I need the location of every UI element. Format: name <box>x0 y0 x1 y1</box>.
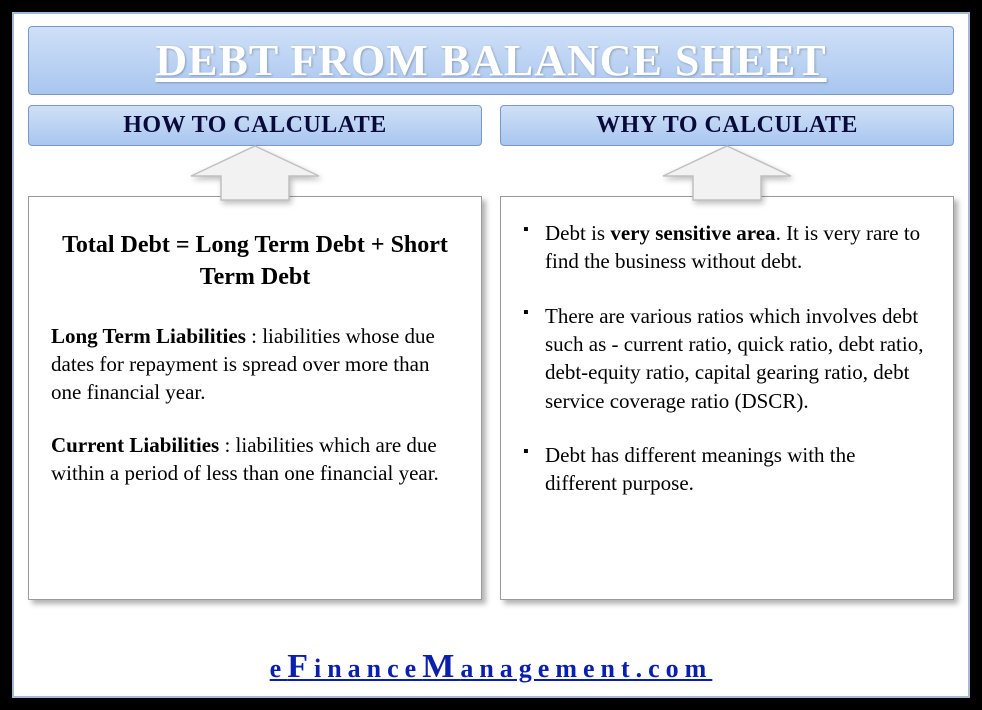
main-frame: DEBT FROM BALANCE SHEET HOW TO CALCULATE… <box>12 12 970 698</box>
columns: HOW TO CALCULATE Total Debt = Long Term … <box>14 105 968 600</box>
footer-inance: inance <box>314 654 422 683</box>
def1-label: Long Term Liabilities <box>51 324 246 348</box>
definition-long-term: Long Term Liabilities : liabilities whos… <box>51 322 459 407</box>
definition-current: Current Liabilities : liabilities which … <box>51 431 459 488</box>
page-title: DEBT FROM BALANCE SHEET <box>155 36 826 85</box>
b1-bold: very sensitive area <box>610 221 775 245</box>
formula: Total Debt = Long Term Debt + Short Term… <box>51 229 459 294</box>
up-arrow-icon <box>185 144 325 202</box>
footer-e: e <box>270 654 288 683</box>
right-header: WHY TO CALCULATE <box>500 105 954 146</box>
bullet-item: There are various ratios which involves … <box>523 302 931 415</box>
footer-M: M <box>422 648 460 685</box>
title-bar: DEBT FROM BALANCE SHEET <box>28 26 954 95</box>
up-arrow-icon <box>657 144 797 202</box>
left-header: HOW TO CALCULATE <box>28 105 482 146</box>
right-content-box: Debt is very sensitive area. It is very … <box>500 196 954 600</box>
b1-pre: Debt is <box>545 221 610 245</box>
left-column: HOW TO CALCULATE Total Debt = Long Term … <box>28 105 482 600</box>
footer-brand: eFinanceManagement.com <box>14 648 968 686</box>
bullet-list: Debt is very sensitive area. It is very … <box>523 219 931 498</box>
left-content-box: Total Debt = Long Term Debt + Short Term… <box>28 196 482 600</box>
footer-F: F <box>287 648 314 685</box>
def2-label: Current Liabilities <box>51 433 219 457</box>
bullet-item: Debt has different meanings with the dif… <box>523 441 931 498</box>
footer-rest: anagement.com <box>460 654 712 683</box>
right-column: WHY TO CALCULATE Debt is very sensitive … <box>500 105 954 600</box>
bullet-item: Debt is very sensitive area. It is very … <box>523 219 931 276</box>
